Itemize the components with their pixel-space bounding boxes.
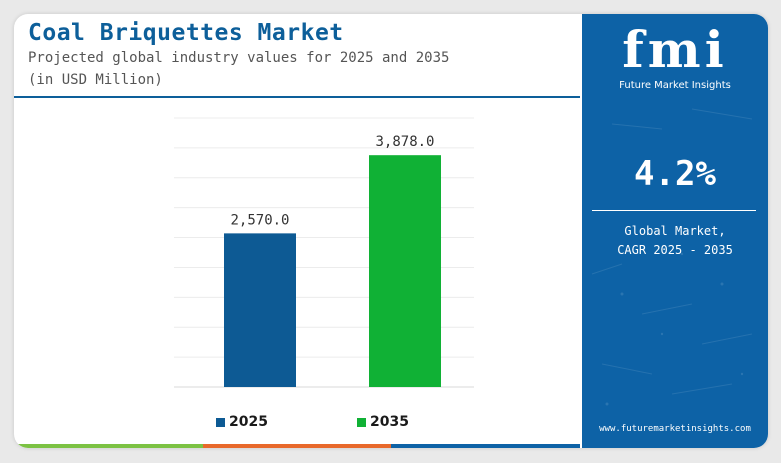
cagr-caption-line2: CAGR 2025 - 2035 (617, 243, 733, 257)
legend-label-2035: 2035 (370, 414, 409, 430)
panel-divider (592, 210, 756, 211)
strip-segment-blue (391, 444, 581, 448)
legend-swatch-2035 (357, 417, 366, 427)
bar-value-label-2025: 2,570.0 (230, 212, 289, 228)
bar-2025 (224, 233, 296, 387)
chart-card: Coal Briquettes Market Projected global … (14, 14, 768, 448)
logo-subtitle: Future Market Insights (619, 80, 731, 91)
side-panel: fmi Future Market Insights 4.2% Global M… (582, 14, 768, 448)
legend-item-2035: 2035 (357, 414, 409, 430)
panel-texture (591, 108, 753, 406)
cagr-caption-line1: Global Market, (624, 224, 726, 238)
cagr-caption: Global Market, CAGR 2025 - 2035 (582, 222, 768, 260)
legend-label-2025: 2025 (229, 414, 268, 430)
strip-segment-orange (202, 444, 392, 448)
chart-subtitle: Projected global industry values for 202… (28, 50, 450, 66)
header-divider (14, 96, 580, 98)
bar-chart: 2,570.0 3,878.0 (174, 117, 474, 388)
bar-value-label-2035: 3,878.0 (375, 134, 434, 150)
bottom-color-strip (14, 444, 581, 448)
bar-2035 (369, 155, 441, 387)
chart-units: (in USD Million) (28, 72, 163, 88)
cagr-value: 4.2% (634, 154, 716, 194)
chart-title: Coal Briquettes Market (28, 20, 344, 46)
legend-swatch-2025 (216, 417, 225, 427)
strip-segment-green (14, 444, 203, 448)
fmi-logo: fmi (622, 20, 728, 79)
website-url: www.futuremarketinsights.com (599, 424, 751, 434)
legend-item-2025: 2025 (216, 414, 268, 430)
